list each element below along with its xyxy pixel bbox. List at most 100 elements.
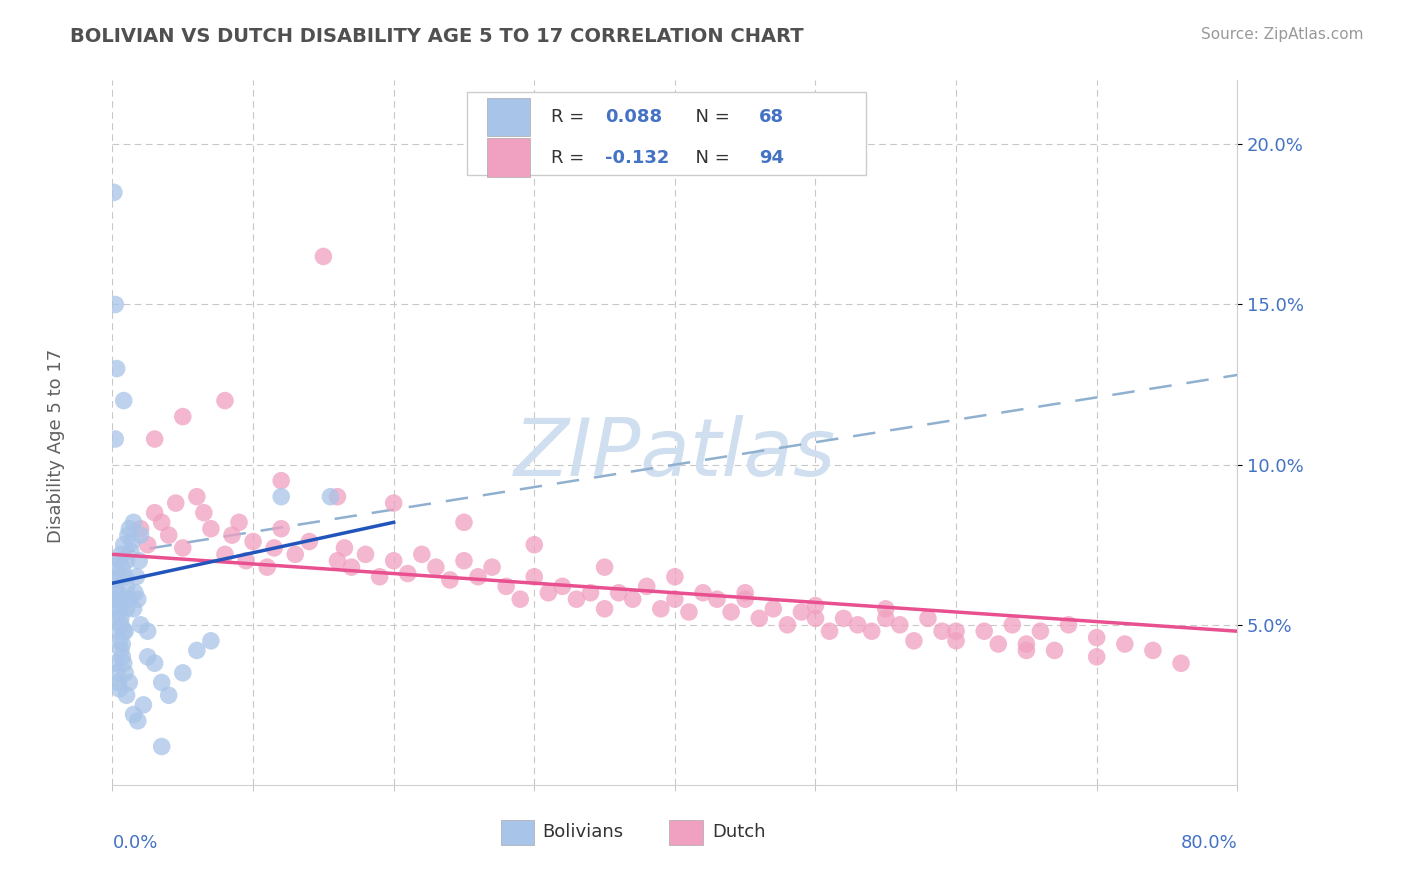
Point [1057, 617, 1080, 632]
Point [108, 633, 131, 648]
Point [150, 675, 173, 690]
Point [107, 675, 129, 690]
Point [107, 592, 129, 607]
Text: 0.0%: 0.0% [112, 834, 157, 852]
Point [368, 570, 391, 584]
Point [105, 592, 128, 607]
Point [122, 516, 145, 530]
Point [200, 522, 222, 536]
Point [1015, 643, 1038, 657]
Point [157, 528, 180, 542]
Text: Dutch: Dutch [711, 823, 765, 841]
Point [720, 605, 742, 619]
Text: Bolivians: Bolivians [543, 823, 623, 841]
Point [607, 586, 630, 600]
Point [172, 665, 194, 680]
Point [1085, 649, 1108, 664]
Point [762, 601, 785, 615]
Point [112, 393, 135, 408]
Point [340, 560, 363, 574]
Point [103, 186, 125, 200]
Point [636, 579, 658, 593]
Point [118, 522, 141, 536]
Point [150, 739, 173, 754]
Point [593, 601, 616, 615]
Point [107, 586, 129, 600]
Point [621, 592, 644, 607]
Point [945, 633, 967, 648]
Point [256, 560, 278, 574]
Point [846, 617, 869, 632]
Point [664, 570, 686, 584]
Point [284, 547, 307, 561]
Point [214, 393, 236, 408]
Point [537, 586, 560, 600]
Point [804, 611, 827, 625]
Point [748, 611, 770, 625]
Point [1170, 657, 1192, 671]
Point [650, 601, 672, 615]
Point [382, 554, 405, 568]
Point [122, 601, 145, 615]
Point [115, 688, 138, 702]
Point [509, 592, 531, 607]
Point [439, 573, 461, 587]
Point [136, 538, 159, 552]
Point [150, 516, 173, 530]
Point [860, 624, 883, 639]
Point [127, 714, 149, 728]
Point [242, 534, 264, 549]
Point [411, 547, 433, 561]
Text: 68: 68 [759, 108, 785, 126]
Point [114, 624, 136, 639]
Point [333, 541, 356, 555]
Point [523, 538, 546, 552]
Point [121, 534, 143, 549]
Point [143, 432, 166, 446]
Point [734, 586, 756, 600]
Text: Disability Age 5 to 17: Disability Age 5 to 17 [48, 349, 65, 543]
Point [132, 698, 155, 712]
Point [692, 586, 714, 600]
Point [103, 560, 125, 574]
Text: ZIPatlas: ZIPatlas [513, 415, 837, 492]
Point [108, 681, 131, 696]
Text: N =: N = [683, 149, 735, 167]
Point [467, 570, 489, 584]
Point [111, 637, 134, 651]
Point [165, 496, 187, 510]
Point [875, 601, 897, 615]
Text: N =: N = [683, 108, 735, 126]
Point [186, 643, 208, 657]
Point [579, 586, 602, 600]
Point [228, 516, 250, 530]
Point [112, 624, 135, 639]
Point [1015, 637, 1038, 651]
Point [112, 538, 135, 552]
Point [263, 541, 285, 555]
Point [108, 554, 131, 568]
FancyBboxPatch shape [669, 821, 703, 845]
Point [706, 592, 728, 607]
Point [129, 617, 152, 632]
Point [104, 601, 127, 615]
Point [136, 649, 159, 664]
Point [270, 522, 292, 536]
Point [124, 586, 146, 600]
Point [270, 474, 292, 488]
Point [118, 675, 141, 690]
Point [1085, 631, 1108, 645]
Point [832, 611, 855, 625]
Point [326, 490, 349, 504]
Point [117, 528, 139, 542]
Text: BOLIVIAN VS DUTCH DISABILITY AGE 5 TO 17 CORRELATION CHART: BOLIVIAN VS DUTCH DISABILITY AGE 5 TO 17… [70, 27, 804, 45]
Point [122, 707, 145, 722]
Point [776, 617, 799, 632]
Point [221, 528, 243, 542]
Point [115, 601, 138, 615]
Point [157, 688, 180, 702]
Point [108, 601, 131, 615]
Text: R =: R = [551, 108, 591, 126]
Point [107, 624, 129, 639]
Point [114, 570, 136, 584]
